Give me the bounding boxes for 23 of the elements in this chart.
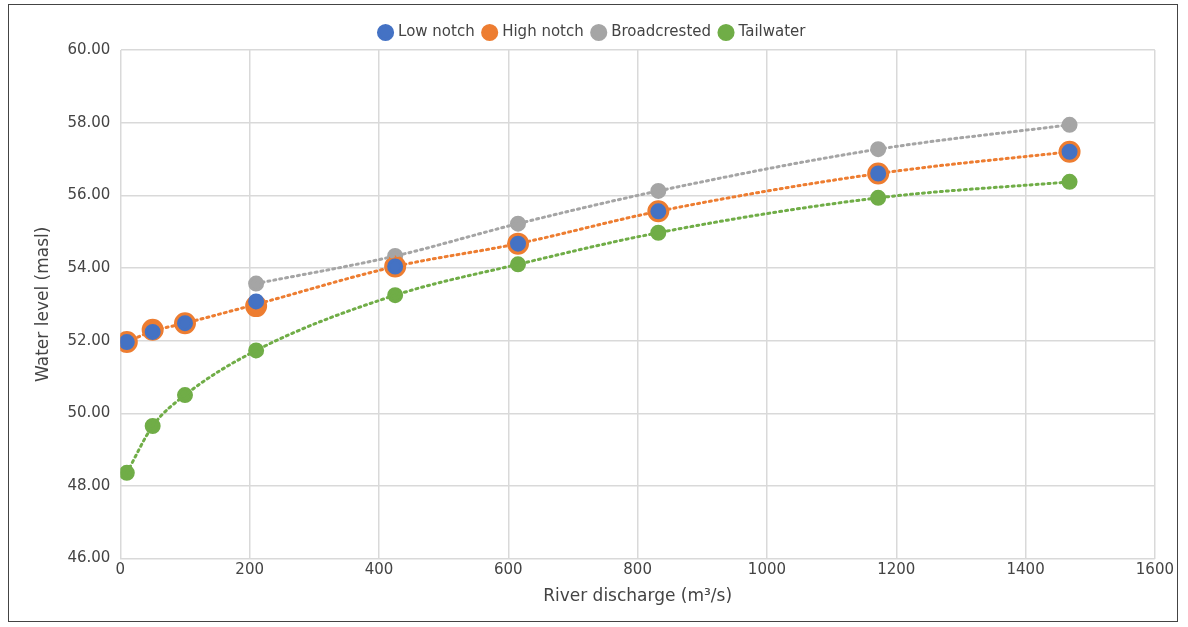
y-tick-label: 56.00: [67, 185, 111, 204]
x-tick-label: 1200: [877, 560, 916, 579]
x-tick-label: 1000: [747, 560, 787, 579]
x-tick-label: 600: [493, 560, 523, 579]
legend-label: Broadcrested: [611, 22, 712, 41]
legend-label: High notch: [502, 22, 584, 41]
y-tick-label: 60.00: [67, 39, 111, 58]
x-tick-label: 1400: [1006, 560, 1045, 579]
y-tick-label: 48.00: [67, 475, 111, 494]
x-tick-label: 0: [115, 560, 126, 579]
legend-label: Tailwater: [737, 22, 807, 41]
x-tick-label: 1600: [1135, 560, 1175, 579]
y-tick-label: 54.00: [67, 257, 111, 276]
x-tick-label: 200: [235, 560, 264, 579]
y-tick-label: 50.00: [67, 403, 111, 422]
y-tick-label: 46.00: [67, 548, 111, 567]
y-tick-label: 58.00: [67, 112, 111, 131]
y-tick-label: 52.00: [67, 330, 111, 349]
x-axis-title: River discharge (m³/s): [543, 585, 733, 606]
legend-label: Low notch: [398, 22, 475, 41]
x-tick-label: 400: [364, 560, 394, 579]
y-axis-title: Water level (masl): [31, 226, 52, 382]
x-tick-label: 800: [623, 560, 652, 579]
